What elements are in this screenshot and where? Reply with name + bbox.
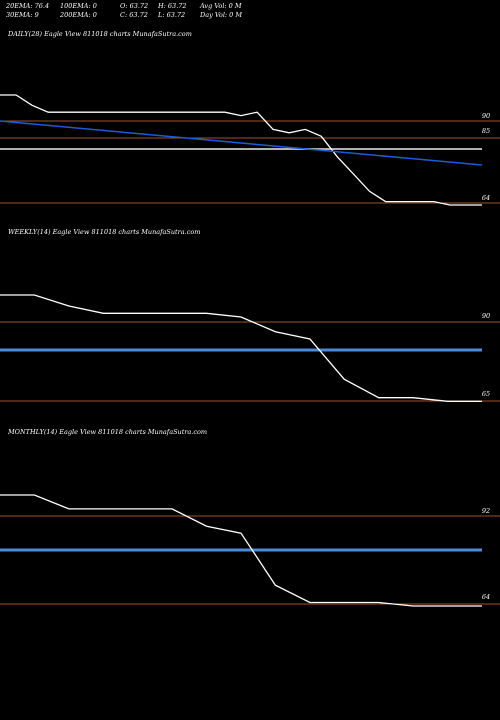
daily-price-line bbox=[0, 94, 482, 206]
daily-ema-line bbox=[0, 120, 483, 166]
monthly-tick-label: 64 bbox=[482, 593, 490, 601]
weekly-price-line bbox=[0, 294, 482, 402]
monthly-chart-title: MONTHLY(14) Eagle View 811018 charts Mun… bbox=[8, 428, 208, 436]
weekly-tick-label: 90 bbox=[482, 312, 490, 320]
header-30ema: 30EMA: 9 bbox=[6, 11, 39, 19]
header-high: H: 63.72 bbox=[158, 2, 187, 10]
header-20ema: 20EMA: 76.4 bbox=[6, 2, 50, 10]
header-day-vol: Day Vol: 0 M bbox=[200, 11, 243, 19]
daily-chart-title: DAILY(28) Eagle View 811018 charts Munaf… bbox=[8, 30, 192, 38]
header-close: C: 63.72 bbox=[120, 11, 148, 19]
daily-tick-label: 64 bbox=[482, 194, 490, 202]
header-low: L: 63.72 bbox=[158, 11, 186, 19]
monthly-price-line bbox=[0, 494, 482, 607]
header-100ema: 100EMA: 0 bbox=[60, 2, 97, 10]
header-open: O: 63.72 bbox=[120, 2, 149, 10]
daily-tick-label: 85 bbox=[482, 127, 490, 135]
weekly-chart-title: WEEKLY(14) Eagle View 811018 charts Muna… bbox=[8, 228, 201, 236]
header-avg-vol: Avg Vol: 0 M bbox=[200, 2, 242, 10]
daily-tick-label: 90 bbox=[482, 112, 490, 120]
weekly-tick-label: 65 bbox=[482, 390, 490, 398]
monthly-tick-label: 92 bbox=[482, 507, 490, 515]
header-200ema: 200EMA: 0 bbox=[60, 11, 97, 19]
